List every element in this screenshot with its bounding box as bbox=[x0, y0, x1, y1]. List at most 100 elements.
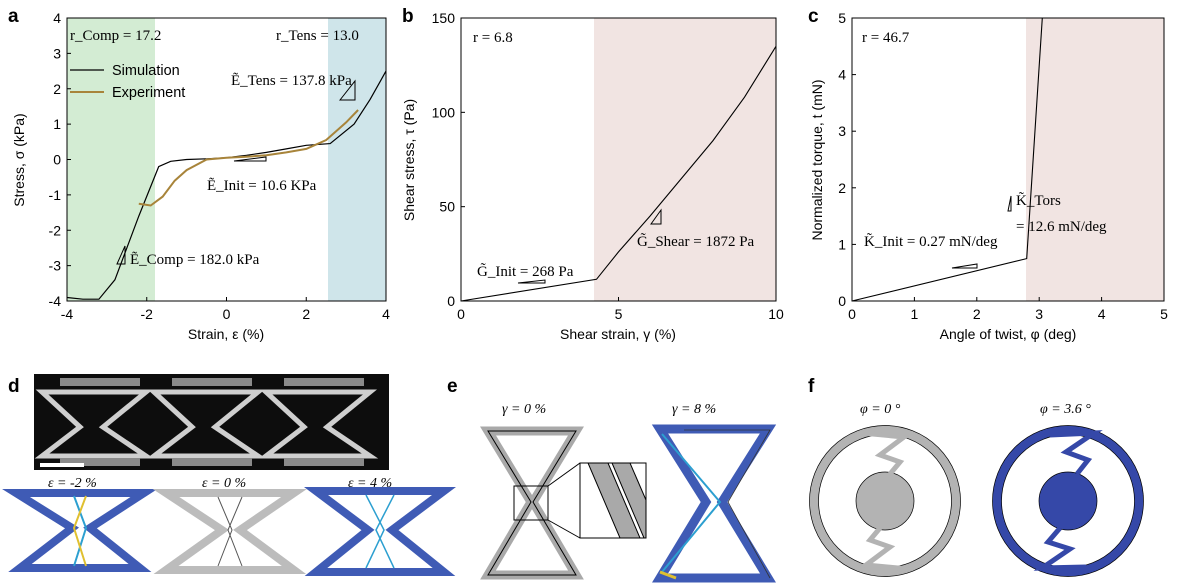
sim-cell-compressed bbox=[2, 489, 158, 572]
x-tick-label: 2 bbox=[973, 306, 981, 322]
y-tick-label: -3 bbox=[49, 258, 62, 274]
sim-cell-stretched bbox=[304, 487, 456, 576]
init-slope-triangle-c bbox=[951, 263, 978, 269]
y-tick-label: -1 bbox=[49, 187, 62, 203]
y-tick-label: 4 bbox=[53, 10, 61, 26]
y-tick-label: 50 bbox=[439, 199, 455, 215]
e-comp-label: Ẽ_Comp = 182.0 kPa bbox=[130, 252, 260, 268]
panel-a: a -4 -2 0 2 4 -4 -3 -2 -1 0 1 2 3 4 Simulation Experi… bbox=[8, 6, 390, 342]
y-tick-label: 0 bbox=[53, 152, 61, 168]
y-tick-label: 100 bbox=[432, 104, 456, 120]
y-tick-label: 1 bbox=[838, 236, 846, 252]
y-tick-label: 5 bbox=[838, 10, 846, 26]
legend-simulation: Simulation bbox=[112, 63, 180, 79]
y-tick-label: 4 bbox=[838, 67, 846, 83]
cell-e-sheared bbox=[651, 424, 777, 583]
x-tick-label: 4 bbox=[1098, 306, 1106, 322]
ylabel-b: Shear stress, τ (Pa) bbox=[401, 99, 417, 221]
strain-label-0: ε = 0 % bbox=[202, 476, 246, 491]
legend-experiment: Experiment bbox=[112, 85, 185, 101]
x-tick-label: 5 bbox=[1160, 306, 1168, 322]
shear-label-0: γ = 0 % bbox=[502, 402, 546, 417]
xlabel-b: Shear strain, γ (%) bbox=[560, 326, 676, 342]
x-tick-label: 0 bbox=[223, 306, 231, 322]
y-tick-label: 3 bbox=[53, 45, 61, 61]
zoom-inset bbox=[579, 462, 647, 539]
twist-label-0: φ = 0 ° bbox=[860, 402, 901, 417]
x-tick-label: 2 bbox=[302, 306, 310, 322]
x-tick-label: 0 bbox=[457, 306, 465, 322]
shear-line bbox=[460, 46, 777, 302]
shear-label-8: γ = 8 % bbox=[672, 402, 716, 417]
comp-slope-triangle bbox=[116, 245, 126, 265]
ylabel-a: Stress, σ (kPa) bbox=[11, 113, 27, 206]
y-tick-label: 2 bbox=[838, 180, 846, 196]
x-tick-label: 1 bbox=[911, 306, 919, 322]
zoom-box-small bbox=[513, 485, 549, 521]
g-shear-label: G̃_Shear = 1872 Pa bbox=[637, 233, 755, 250]
r-comp-label: r_Comp = 17.2 bbox=[70, 28, 161, 44]
twist-label-36: φ = 3.6 ° bbox=[1040, 402, 1091, 417]
panel-label-e: e bbox=[447, 376, 458, 397]
x-tick-label: 10 bbox=[768, 306, 784, 322]
r-label-b: r = 6.8 bbox=[473, 30, 513, 46]
panel-e: e γ = 0 % γ = 8 % bbox=[447, 376, 777, 583]
y-tick-label: 0 bbox=[447, 293, 455, 309]
panel-d: d ε = -2 % ε = bbox=[2, 374, 456, 576]
ticks-a: -4 -2 0 2 4 -4 -3 -2 -1 0 1 2 3 4 bbox=[49, 10, 391, 322]
x-tick-label: 0 bbox=[848, 306, 856, 322]
ring-undeformed bbox=[809, 425, 961, 577]
panel-label-b: b bbox=[402, 6, 414, 27]
ticks-c: 0 1 2 3 4 5 0 1 2 3 4 5 bbox=[838, 10, 1168, 322]
k-init-label: K̃_Init = 0.27 mN/deg bbox=[864, 233, 998, 250]
axes-frame-c bbox=[851, 17, 1165, 302]
shear-region bbox=[594, 18, 776, 301]
panel-f: f φ = 0 ° φ = 3.6 ° bbox=[808, 376, 1144, 577]
tens-region bbox=[328, 18, 386, 301]
tors-slope-triangle bbox=[1007, 195, 1012, 212]
panel-label-f: f bbox=[808, 376, 815, 397]
panel-c: c 0 1 2 3 4 5 0 1 2 3 4 5 r = 46.7 K̃_Init = 0.27 m… bbox=[808, 6, 1168, 342]
comp-region bbox=[67, 18, 155, 301]
panel-label-c: c bbox=[808, 6, 819, 27]
strain-label-4: ε = 4 % bbox=[348, 476, 392, 491]
g-init-label: G̃_Init = 268 Pa bbox=[477, 263, 574, 280]
r-tens-label: r_Tens = 13.0 bbox=[276, 28, 359, 44]
cell-e-undeformed bbox=[480, 426, 584, 580]
photo-specimens bbox=[34, 378, 379, 466]
strain-label-neg2: ε = -2 % bbox=[48, 476, 97, 491]
panel-label-d: d bbox=[8, 376, 20, 397]
torsion-line bbox=[851, 17, 1043, 302]
panel-label-a: a bbox=[8, 6, 19, 27]
e-tens-label: Ẽ_Tens = 137.8 kPa bbox=[231, 73, 352, 89]
ylabel-c: Normalized torque, t (mN) bbox=[809, 79, 825, 240]
tens-slope-triangle bbox=[338, 79, 356, 101]
x-tick-label: -2 bbox=[141, 306, 154, 322]
experiment-line bbox=[138, 109, 359, 207]
r-label-c: r = 46.7 bbox=[862, 30, 910, 46]
x-tick-label: -4 bbox=[61, 306, 74, 322]
torsion-region bbox=[1026, 18, 1164, 301]
e-init-label: Ẽ_Init = 10.6 KPa bbox=[207, 178, 317, 194]
x-tick-label: 3 bbox=[1035, 306, 1043, 322]
init-slope-triangle-b bbox=[517, 279, 546, 284]
y-tick-label: 0 bbox=[838, 293, 846, 309]
xlabel-a: Strain, ε (%) bbox=[188, 326, 264, 342]
y-tick-label: -4 bbox=[49, 293, 62, 309]
k-tors-symbol: K̃_Tors bbox=[1016, 192, 1061, 209]
ring-twisted bbox=[992, 425, 1144, 577]
scale-bar bbox=[40, 463, 84, 467]
y-tick-label: -2 bbox=[49, 222, 62, 238]
y-tick-label: 2 bbox=[53, 81, 61, 97]
k-tors-value: = 12.6 mN/deg bbox=[1016, 219, 1107, 235]
y-tick-label: 150 bbox=[432, 10, 456, 26]
y-tick-label: 3 bbox=[838, 123, 846, 139]
x-tick-label: 5 bbox=[615, 306, 623, 322]
x-tick-label: 4 bbox=[382, 306, 390, 322]
y-tick-label: 1 bbox=[53, 116, 61, 132]
sim-cell-undeformed bbox=[152, 489, 307, 574]
xlabel-c: Angle of twist, φ (deg) bbox=[940, 326, 1077, 342]
